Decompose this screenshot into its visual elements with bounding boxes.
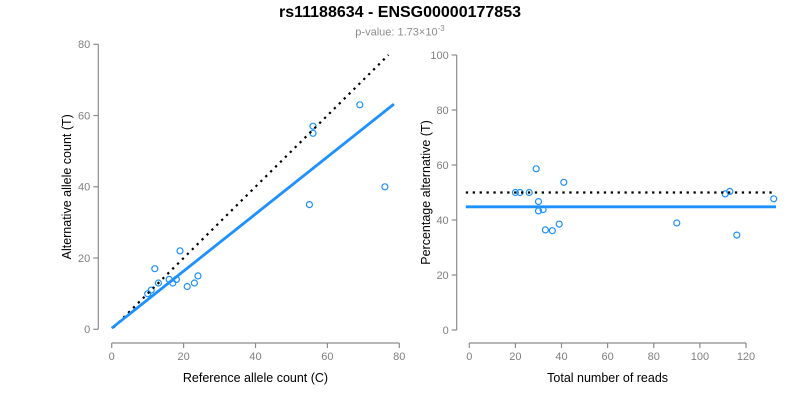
data-point — [525, 188, 533, 197]
data-point — [309, 122, 317, 130]
x-tick-label: 60 — [321, 351, 333, 363]
x-axis-title: Total number of reads — [547, 371, 668, 385]
data-point — [183, 282, 191, 291]
data-point — [733, 231, 741, 239]
data-point — [511, 188, 520, 197]
data-point — [194, 272, 202, 280]
y-tick-label: 40 — [78, 182, 90, 194]
x-tick-label: 20 — [509, 351, 521, 363]
y-tick-label: 80 — [436, 105, 448, 117]
x-tick-label: 80 — [393, 351, 405, 363]
percentage-alternative-panel: 0 20 40 60 80 100 0 20 40 60 80 100 120 Total number … — [419, 50, 778, 385]
pvalue-exponent: -3 — [437, 24, 445, 33]
x-tick-label: 100 — [691, 351, 709, 363]
y-tick-label: 80 — [78, 39, 90, 51]
x-tick-label: 60 — [601, 351, 613, 363]
x-tick-label: 80 — [648, 351, 660, 363]
x-tick-label: 40 — [249, 351, 261, 363]
x-tick-label: 0 — [466, 351, 472, 363]
data-point — [144, 290, 152, 298]
regression-line — [110, 103, 395, 330]
y-axis-title: Alternative allele count (T) — [60, 114, 74, 259]
y-tick-label: 20 — [436, 270, 448, 282]
data-point — [548, 227, 556, 235]
data-point — [673, 219, 681, 227]
pvalue-text: p-value: 1.73×10 — [355, 26, 438, 39]
allele-counts-panel: 0 20 40 60 80 0 20 40 60 80 Reference allele count… — [60, 39, 405, 385]
data-point — [151, 265, 159, 273]
data-point — [176, 247, 184, 255]
percentage-alternative-points-layer — [511, 165, 778, 239]
data-point — [560, 178, 568, 186]
x-tick-label: 20 — [177, 351, 189, 363]
data-point — [381, 183, 389, 191]
y-tick-label: 20 — [78, 253, 90, 265]
data-point — [305, 201, 313, 209]
data-point — [532, 165, 540, 173]
data-point — [147, 286, 155, 294]
allele-counts-points-layer — [144, 101, 389, 298]
data-point — [541, 226, 550, 234]
data-point — [770, 195, 778, 203]
data-point — [534, 198, 543, 206]
x-tick-label: 120 — [737, 351, 755, 363]
data-point — [555, 220, 563, 228]
x-axis-title: Reference allele count (C) — [183, 371, 328, 385]
x-tick-label: 0 — [109, 351, 115, 363]
y-axis-title: Percentage alternative (T) — [419, 120, 433, 265]
y-tick-label: 40 — [436, 215, 448, 227]
y-tick-label: 0 — [443, 325, 449, 337]
data-point — [190, 279, 198, 287]
y-tick-label: 60 — [78, 110, 90, 122]
identity-line — [112, 54, 390, 329]
y-tick-label: 100 — [430, 50, 448, 62]
chart-subtitle: p-value: 1.73×10-3 — [0, 24, 800, 39]
chart-title: rs11188634 - ENSG00000177853 — [279, 4, 521, 21]
y-tick-label: 60 — [436, 160, 448, 172]
data-point — [726, 187, 734, 195]
y-tick-label: 0 — [84, 324, 90, 336]
data-point — [154, 279, 162, 287]
data-point — [356, 101, 364, 109]
x-tick-label: 40 — [555, 351, 567, 363]
